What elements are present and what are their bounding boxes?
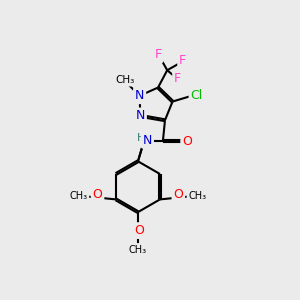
Text: O: O <box>134 224 144 237</box>
Text: O: O <box>182 135 192 148</box>
Text: F: F <box>154 48 161 61</box>
Text: CH₃: CH₃ <box>115 75 134 85</box>
Text: Cl: Cl <box>190 89 203 102</box>
Text: CH₃: CH₃ <box>70 191 88 201</box>
Text: O: O <box>173 188 183 201</box>
Text: H: H <box>137 133 145 143</box>
Text: F: F <box>174 72 181 85</box>
Text: N: N <box>136 110 145 122</box>
Text: N: N <box>143 134 152 147</box>
Text: O: O <box>93 188 103 201</box>
Text: N: N <box>135 89 144 102</box>
Text: CH₃: CH₃ <box>129 244 147 254</box>
Text: CH₃: CH₃ <box>188 191 206 201</box>
Text: F: F <box>179 55 186 68</box>
